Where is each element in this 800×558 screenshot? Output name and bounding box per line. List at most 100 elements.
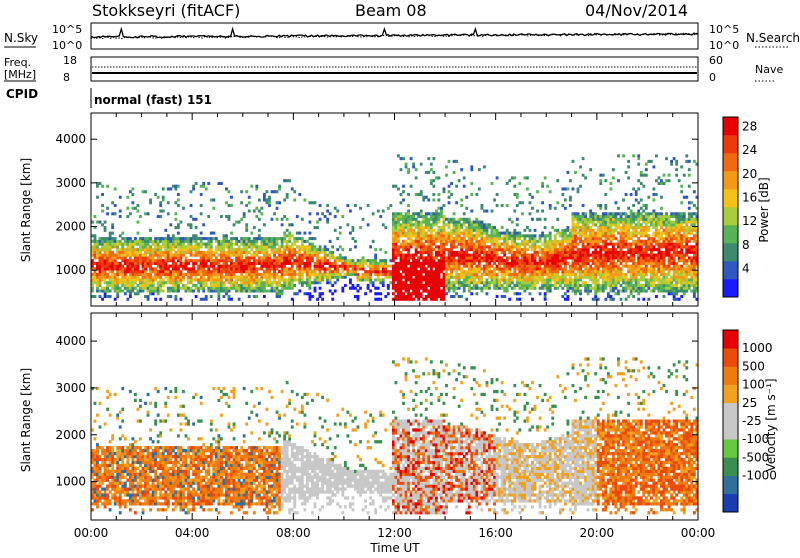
heatmap-cell — [142, 240, 145, 243]
heatmap-cell — [149, 251, 152, 254]
heatmap-cell — [271, 273, 274, 276]
heatmap-cell — [539, 248, 542, 251]
heatmap-cell — [309, 273, 312, 276]
heatmap-cell — [496, 287, 499, 290]
heatmap-cell — [647, 218, 650, 221]
heatmap-cell — [263, 289, 266, 292]
heatmap-cell — [561, 295, 564, 298]
heatmap-cell — [460, 245, 463, 248]
heatmap-cell — [483, 240, 486, 243]
heatmap-cell — [321, 262, 324, 265]
heatmap-cell — [526, 270, 529, 273]
heatmap-cell — [215, 284, 218, 287]
heatmap-cell — [324, 245, 327, 248]
heatmap-cell — [625, 240, 628, 243]
heatmap-cell — [124, 248, 127, 251]
heatmap-cell — [187, 223, 190, 226]
heatmap-cell — [397, 237, 400, 240]
heatmap-cell — [114, 243, 117, 246]
heatmap-cell — [561, 273, 564, 276]
heatmap-cell — [172, 240, 175, 243]
heatmap-cell — [405, 223, 408, 226]
heatmap-cell — [435, 270, 438, 273]
heatmap-cell — [655, 154, 658, 157]
heatmap-cell — [422, 218, 425, 221]
heatmap-cell — [321, 273, 324, 276]
heatmap-cell — [154, 270, 157, 273]
heatmap-cell — [124, 262, 127, 265]
heatmap-cell — [450, 243, 453, 246]
heatmap-cell — [620, 240, 623, 243]
heatmap-cell — [468, 218, 471, 221]
heatmap-cell — [177, 276, 180, 279]
heatmap-cell — [569, 273, 572, 276]
heatmap-cell — [597, 273, 600, 276]
heatmap-cell — [169, 287, 172, 290]
heatmap-cell — [498, 284, 501, 287]
heatmap-cell — [152, 276, 155, 279]
heatmap-cell — [438, 273, 441, 276]
heatmap-cell — [124, 251, 127, 254]
heatmap-cell — [465, 234, 468, 237]
heatmap-cell — [223, 237, 226, 240]
heatmap-cell — [640, 265, 643, 268]
heatmap-cell — [309, 254, 312, 257]
heatmap-cell — [448, 237, 451, 240]
heatmap-cell — [658, 251, 661, 254]
heatmap-cell — [432, 265, 435, 268]
heatmap-cell — [407, 298, 410, 301]
heatmap-cell — [483, 254, 486, 257]
heatmap-cell — [336, 259, 339, 262]
heatmap-cell — [187, 248, 190, 251]
heatmap-cell — [174, 278, 177, 281]
heatmap-cell — [334, 276, 337, 279]
heatmap-cell — [453, 229, 456, 232]
heatmap-cell — [478, 267, 481, 270]
heatmap-cell — [559, 240, 562, 243]
heatmap-cell — [458, 232, 461, 235]
heatmap-cell — [364, 270, 367, 273]
heatmap-cell — [627, 287, 630, 290]
heatmap-cell — [650, 281, 653, 284]
heatmap-cell — [650, 284, 653, 287]
heatmap-cell — [612, 281, 615, 284]
heatmap-cell — [240, 281, 243, 284]
heatmap-cell — [501, 204, 504, 207]
heatmap-cell — [412, 243, 415, 246]
heatmap-cell — [572, 284, 575, 287]
heatmap-cell — [460, 218, 463, 221]
heatmap-cell — [615, 273, 618, 276]
heatmap-cell — [622, 281, 625, 284]
heatmap-cell — [564, 229, 567, 232]
heatmap-cell — [106, 248, 109, 251]
heatmap-cell — [255, 287, 258, 290]
heatmap-cell — [531, 267, 534, 270]
heatmap-cell — [432, 212, 435, 215]
heatmap-cell — [200, 251, 203, 254]
heatmap-cell — [319, 292, 322, 295]
heatmap-cell — [587, 248, 590, 251]
heatmap-cell — [627, 284, 630, 287]
heatmap-cell — [637, 232, 640, 235]
heatmap-cell — [142, 289, 145, 292]
heatmap-cell — [546, 259, 549, 262]
heatmap-cell — [296, 232, 299, 235]
heatmap-cell — [549, 245, 552, 248]
heatmap-cell — [210, 287, 213, 290]
heatmap-cell — [630, 237, 633, 240]
heatmap-cell — [405, 221, 408, 224]
heatmap-cell — [412, 254, 415, 257]
heatmap-cell — [119, 281, 122, 284]
heatmap-cell — [564, 234, 567, 237]
heatmap-cell — [443, 267, 446, 270]
heatmap-cell — [668, 256, 671, 259]
heatmap-cell — [427, 256, 430, 259]
heatmap-cell — [566, 245, 569, 248]
heatmap-cell — [652, 278, 655, 281]
heatmap-cell — [276, 190, 279, 193]
heatmap-cell — [458, 254, 461, 257]
heatmap-cell — [286, 234, 289, 237]
heatmap-cell — [549, 265, 552, 268]
heatmap-cell — [397, 251, 400, 254]
heatmap-cell — [185, 240, 188, 243]
